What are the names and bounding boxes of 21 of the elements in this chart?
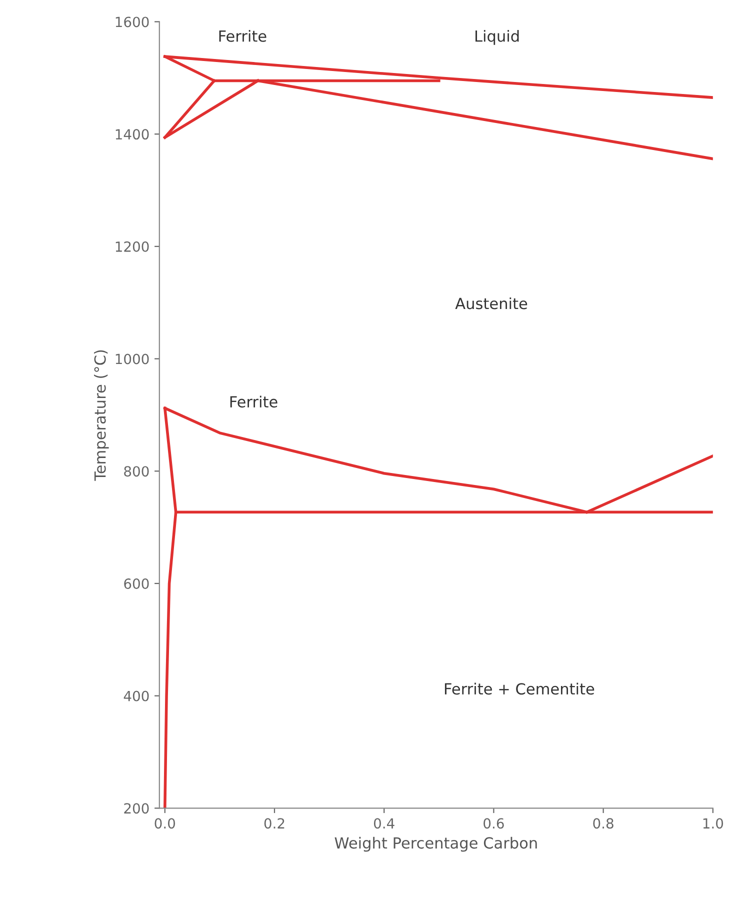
x-tick-label: 0.6 [484,818,504,829]
x-tick-label: 0.2 [264,818,284,829]
annotation: Ferrite + Cementite [444,682,594,695]
y-tick-label: 400 [124,690,149,702]
x-tick-label: 0.8 [593,818,614,829]
y-tick-label: 600 [124,578,149,589]
y-tick-label: 1400 [116,129,149,140]
y-tick-label: 200 [124,803,149,814]
x-tick-label: 0.4 [374,818,394,829]
y-tick-label: 1200 [116,241,149,252]
y-tick-label: 1600 [116,16,149,28]
x-tick-label: 1.0 [703,818,724,829]
annotation: Ferrite [219,30,266,42]
y-tick-label: 1000 [116,354,149,364]
annotation: Ferrite [230,396,278,408]
y-tick-label: 800 [124,466,149,477]
annotation: Austenite [455,297,528,310]
x-axis-title: Weight Percentage Carbon [334,836,537,852]
y-axis-title: Temperature (°C) [94,350,109,481]
annotation: Liquid [476,30,519,45]
x-tick-label: 0.0 [154,818,176,829]
